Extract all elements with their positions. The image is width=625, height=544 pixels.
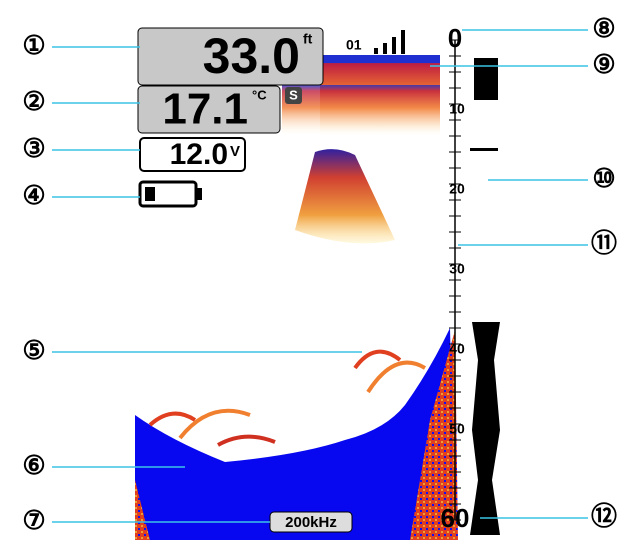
fish-school <box>295 149 395 244</box>
scale-label: 10 <box>449 101 465 117</box>
callout-number: ⑥ <box>22 450 45 480</box>
callout-number: ⑦ <box>22 505 45 535</box>
callout-number: ② <box>22 86 45 116</box>
scale-label: 30 <box>449 261 465 277</box>
callout-number: ⑫ <box>591 501 617 531</box>
fish-arches <box>148 349 427 447</box>
depth-box <box>137 27 324 86</box>
voltage-box <box>139 137 246 172</box>
voltage-value: 12.0 <box>170 138 228 171</box>
surface-clutter <box>282 85 440 135</box>
callouts: ① ② ③ ④ ⑤ ⑥ ⑦ ⑧ ⑨ ⑩ ⑪ ⑫ <box>22 13 617 535</box>
bottom <box>135 328 455 540</box>
callout-number: ① <box>22 30 45 60</box>
depth-unit: ft <box>303 31 313 47</box>
sensor-icon: S <box>289 87 298 102</box>
scale-label: 0 <box>448 23 462 53</box>
temp-value: 17.1 <box>162 85 248 134</box>
scale-label: 60 <box>441 503 470 533</box>
callout-number: ⑤ <box>22 335 45 365</box>
bottom-noise <box>135 330 458 540</box>
callout-number: ④ <box>22 180 45 210</box>
scale-label: 20 <box>449 181 465 197</box>
temp-box <box>137 85 281 134</box>
depth-scale: 0 10 20 30 40 50 60 <box>441 23 470 533</box>
callout-number: ⑧ <box>592 13 615 43</box>
a-scope <box>470 58 500 535</box>
scale-label: 40 <box>449 341 465 357</box>
temp-unit: °C <box>252 87 267 102</box>
callout-number: ⑩ <box>592 163 615 193</box>
scale-label: 50 <box>449 421 465 437</box>
voltage-unit: V <box>230 143 240 160</box>
callout-number: ⑪ <box>591 228 617 258</box>
battery <box>138 180 202 208</box>
callout-number: ⑨ <box>592 49 615 79</box>
frequency: 200kHz <box>285 514 337 531</box>
surface-line <box>320 55 440 63</box>
depth-value: 33.0 <box>203 28 300 84</box>
callout-number: ③ <box>22 133 45 163</box>
signal-bars <box>374 30 405 54</box>
signal-label: 01 <box>346 37 362 53</box>
sensor-icon-box <box>285 87 302 104</box>
